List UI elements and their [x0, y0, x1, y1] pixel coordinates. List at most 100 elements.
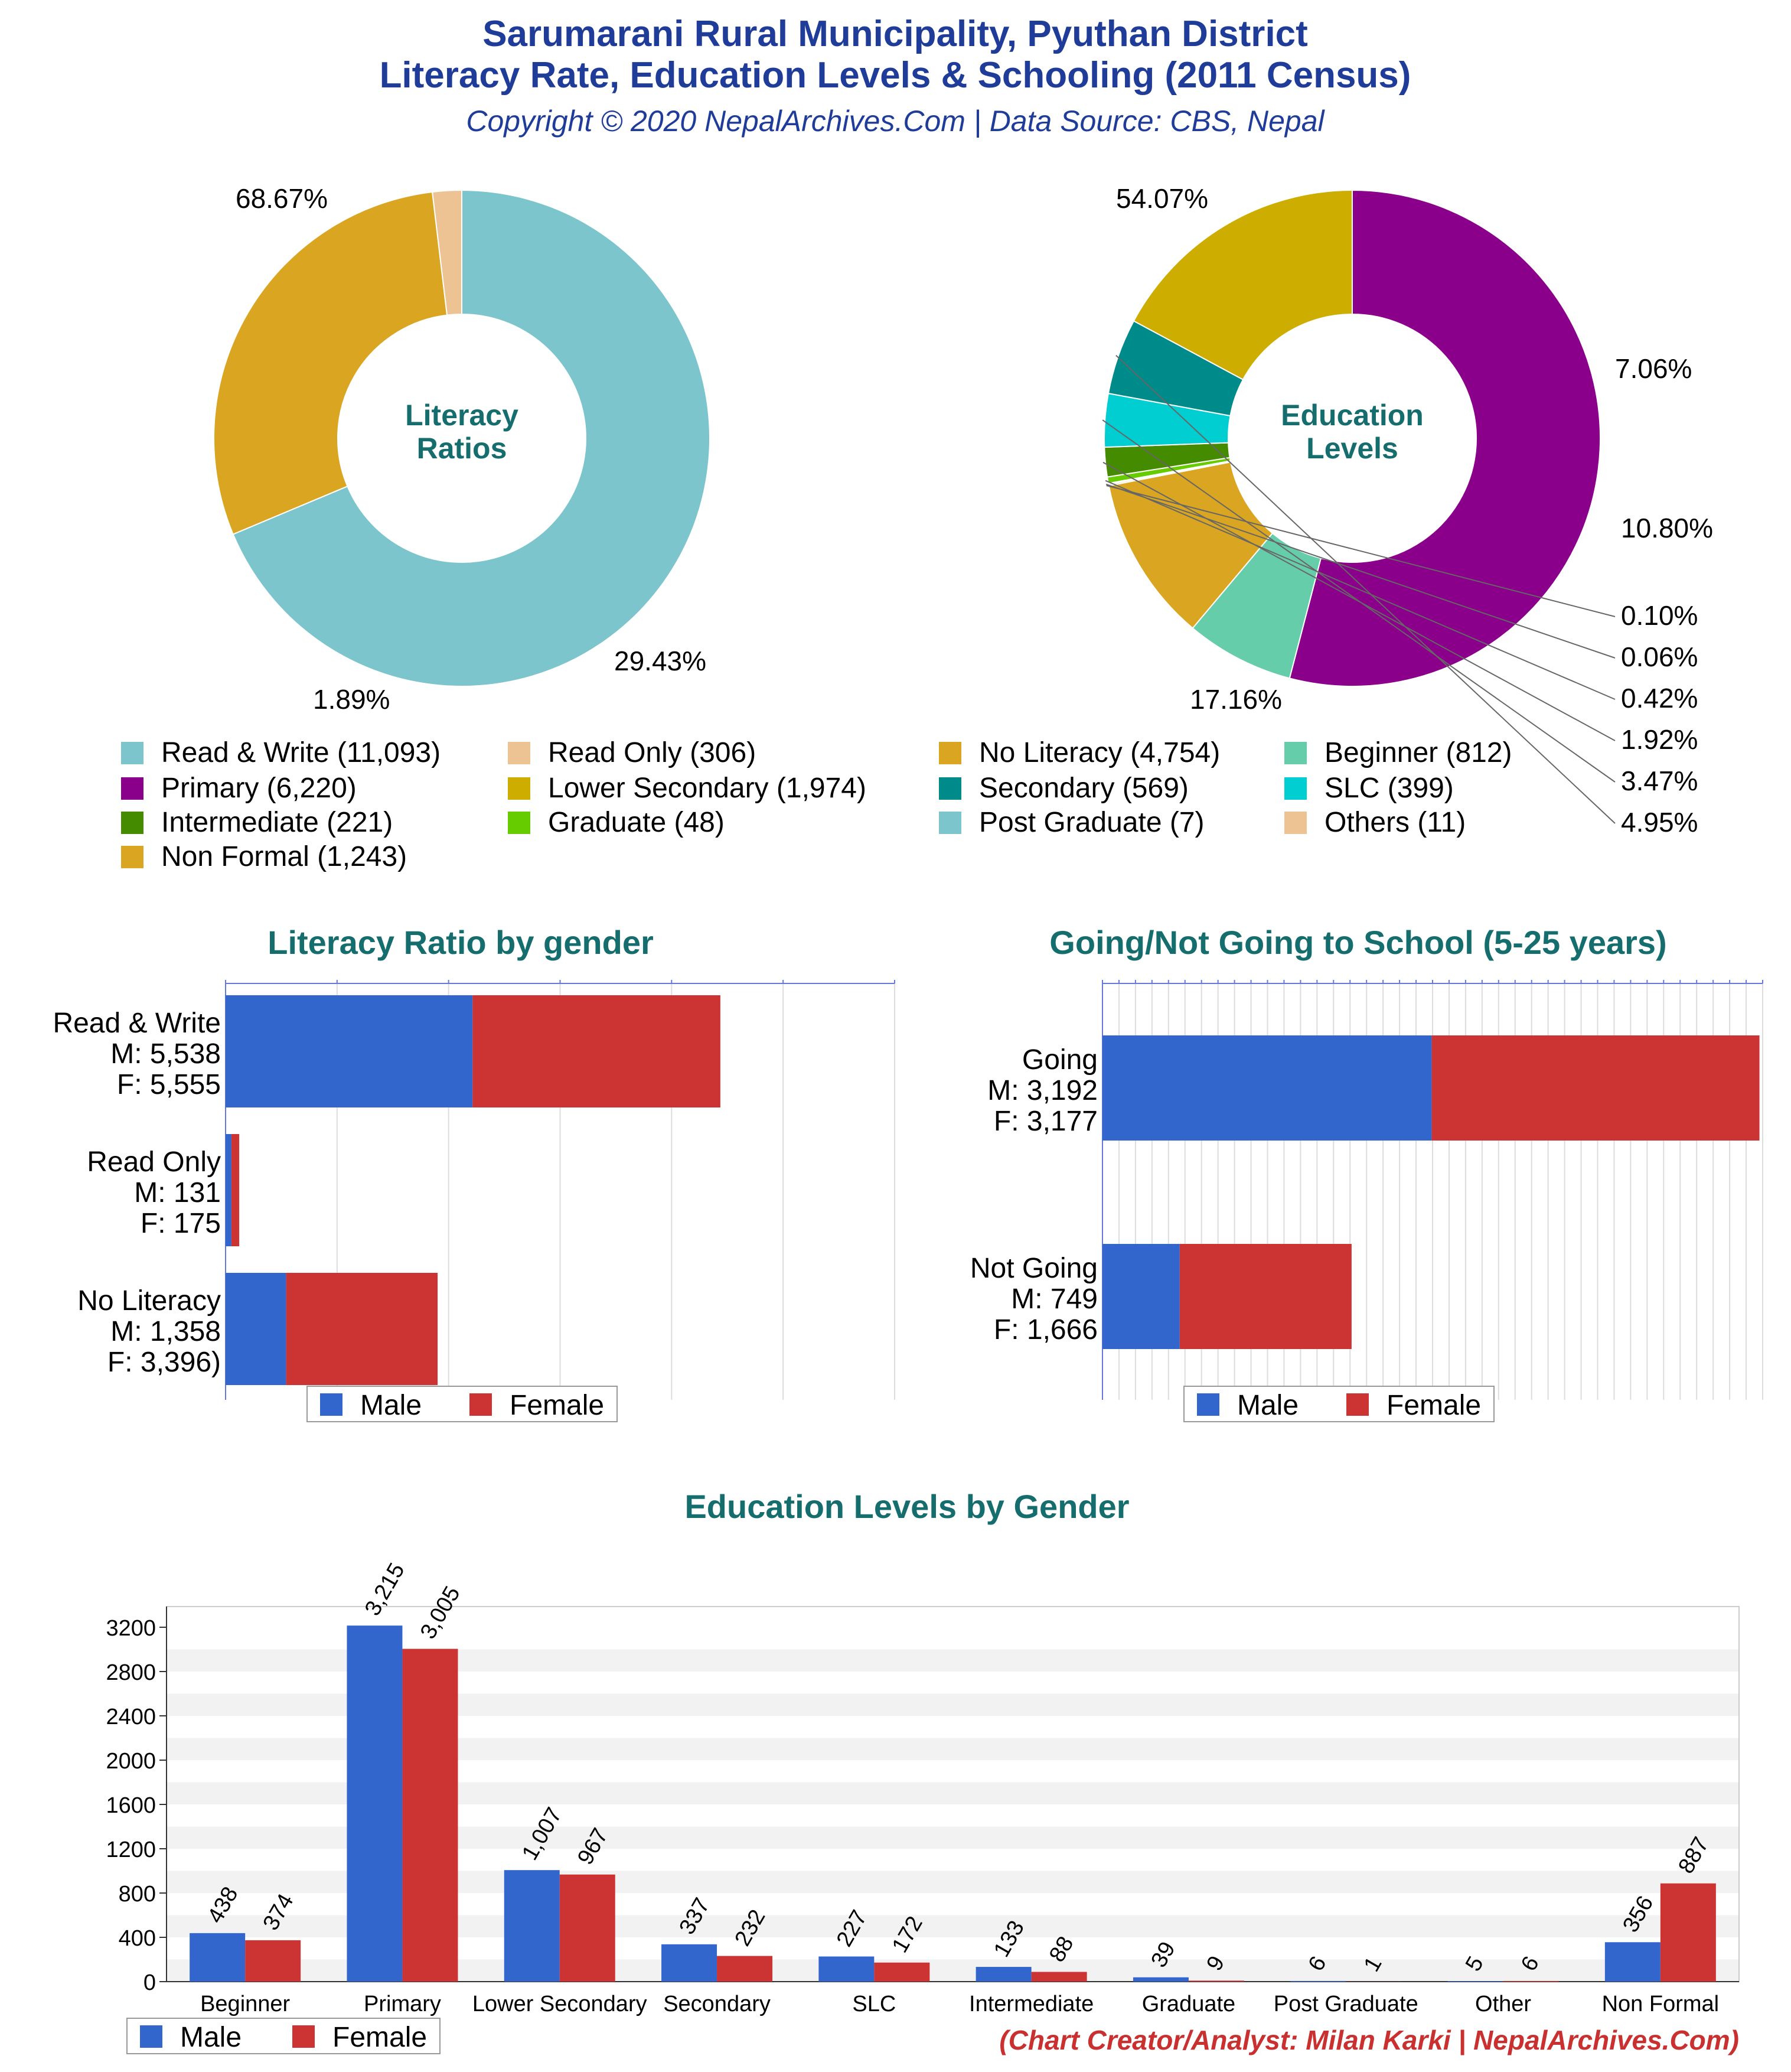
slice-percent-label: 68.67%: [236, 183, 328, 214]
slice-percent-label: 1.89%: [313, 684, 390, 715]
leader-line: [1115, 354, 1616, 824]
legend-label-female: Female: [1387, 1390, 1481, 1421]
bar-male: [1133, 1977, 1189, 1982]
slice-percent-label: 17.16%: [1190, 684, 1282, 715]
legend-label: Others (11): [1325, 807, 1466, 838]
bar-male: [504, 1870, 560, 1982]
y-tick-label: 0: [143, 1970, 156, 1995]
legend-box: [126, 2018, 441, 2054]
legend-label: Lower Secondary (1,974): [548, 773, 866, 804]
bar-female: [1179, 1244, 1352, 1349]
y-tick-label: 3200: [106, 1616, 156, 1641]
category-label: F: 175: [141, 1208, 221, 1239]
legend-label-female: Female: [510, 1390, 604, 1421]
legend-swatch-male: [320, 1393, 342, 1416]
leader-line: [1106, 485, 1616, 617]
legend-swatch-female: [292, 2025, 315, 2048]
y-tick-label: 2800: [106, 1660, 156, 1685]
education-gender-title: Education Levels by Gender: [684, 1488, 1129, 1525]
bar-female: [1431, 1035, 1760, 1141]
legend-swatch: [1284, 812, 1307, 834]
legend-swatch: [1284, 742, 1307, 764]
x-category-label: Beginner: [200, 1992, 290, 2016]
category-label: M: 5,538: [110, 1038, 221, 1070]
legend-swatch: [121, 777, 143, 800]
title-line-1: Sarumarani Rural Municipality, Pyuthan D…: [482, 14, 1308, 54]
category-label: M: 131: [134, 1177, 221, 1208]
legend-box: [306, 1386, 618, 1422]
category-label: F: 1,666: [994, 1314, 1098, 1346]
legend-label: Non Formal (1,243): [161, 841, 407, 872]
bar-female: [245, 1940, 301, 1982]
bar-value-label: 3,215: [360, 1559, 410, 1620]
bar-male: [226, 1134, 231, 1246]
legend-swatch-male: [1197, 1393, 1219, 1416]
donut-slice-no-literacy: [213, 191, 448, 535]
legend-swatch: [121, 846, 143, 868]
slice-percent-label: 0.06%: [1621, 641, 1698, 672]
bar-female: [874, 1962, 930, 1982]
bar-female: [1503, 1980, 1559, 1982]
title-line-2: Literacy Rate, Education Levels & School…: [380, 55, 1411, 96]
education-levels-donut: 54.07% 7.06% 10.80% 0.10% 0.06% 0.42% 1.92% 3.4…: [1102, 183, 1713, 838]
legend-label: Primary (6,220): [161, 773, 357, 804]
legend-swatch: [1284, 777, 1307, 800]
bar-male: [1102, 1244, 1180, 1349]
x-category-label: SLC: [852, 1992, 896, 2016]
leader-line: [1105, 483, 1616, 659]
bar-male: [1604, 1942, 1660, 1982]
bar-male: [1102, 1035, 1432, 1141]
slice-percent-label: 54.07%: [1116, 183, 1208, 214]
category-label: No Literacy: [77, 1285, 221, 1317]
credit-line: (Chart Creator/Analyst: Milan Karki | Ne…: [999, 2025, 1739, 2055]
bar-value-label: 232: [730, 1905, 770, 1950]
x-category-label: Non Formal: [1602, 1992, 1720, 2016]
x-category-label: Secondary: [663, 1992, 771, 2016]
legend-swatch-male: [140, 2025, 162, 2048]
legend-label: Intermediate (221): [161, 807, 393, 838]
bar-female: [1660, 1883, 1716, 1982]
subtitle: Copyright © 2020 NepalArchives.Com | Dat…: [466, 105, 1325, 138]
bar-male: [226, 1273, 286, 1385]
legend-swatch: [121, 742, 143, 764]
bar-male: [347, 1625, 403, 1982]
legend-swatch: [508, 742, 530, 764]
donut-center-label: Literacy: [405, 399, 518, 432]
category-label: F: 5,555: [117, 1069, 221, 1100]
donut-slice-read-only: [432, 189, 462, 316]
bar-value-label: 227: [832, 1906, 872, 1951]
bar-female: [402, 1649, 458, 1982]
slice-percent-label: 7.06%: [1615, 353, 1692, 384]
slice-percent-label: 0.42%: [1621, 683, 1698, 714]
legend-swatch: [939, 742, 961, 764]
slice-percent-label: 0.10%: [1621, 600, 1698, 631]
legend-label-male: Male: [1237, 1390, 1299, 1421]
slice-percent-label: 1.92%: [1621, 724, 1698, 755]
legend-label-female: Female: [332, 2022, 427, 2053]
category-label: M: 1,358: [110, 1316, 221, 1347]
y-tick-label: 800: [119, 1882, 156, 1907]
donut-slice-primary: [1288, 189, 1601, 687]
x-category-label: Lower Secondary: [472, 1992, 647, 2016]
y-tick-label: 1600: [106, 1793, 156, 1818]
slice-percent-label: 29.43%: [614, 646, 706, 676]
leader-line: [1105, 480, 1616, 700]
slice-percent-label: 4.95%: [1621, 807, 1698, 838]
y-tick-label: 1200: [106, 1838, 156, 1862]
legend-swatch: [939, 812, 961, 834]
x-category-label: Graduate: [1142, 1992, 1235, 2016]
leader-line: [1102, 419, 1616, 783]
legend-label: Beginner (812): [1325, 737, 1512, 768]
donut-slice-non-formal: [1108, 461, 1274, 629]
bar-male: [190, 1933, 246, 1982]
x-category-label: Primary: [364, 1992, 441, 2016]
bar-female: [1031, 1972, 1087, 1982]
x-category-label: Intermediate: [969, 1992, 1094, 2016]
bar-female: [559, 1874, 615, 1982]
legend-swatch: [939, 777, 961, 800]
